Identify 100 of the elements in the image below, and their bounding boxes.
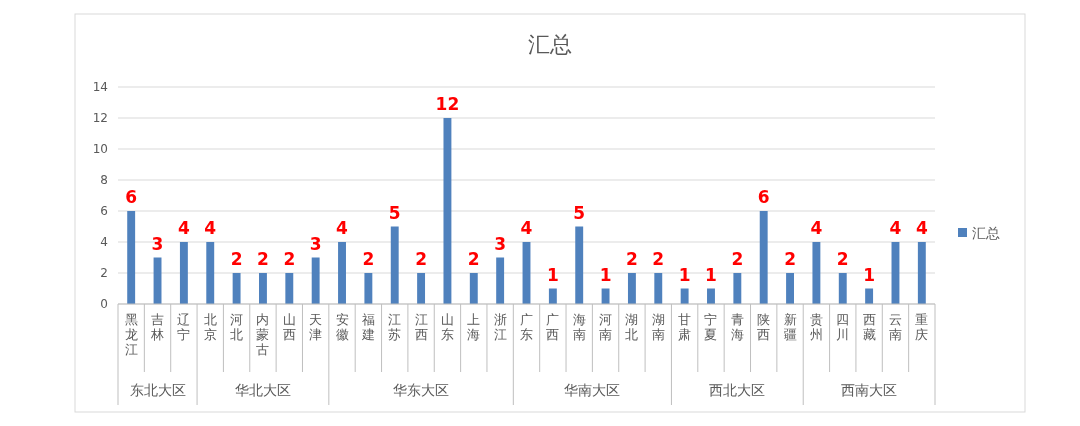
x-tick-label: 新疆	[783, 312, 797, 342]
data-label: 4	[889, 218, 902, 238]
data-label: 2	[731, 249, 744, 269]
data-label: 12	[435, 94, 460, 114]
y-tick-label: 4	[100, 235, 108, 249]
data-label: 2	[362, 249, 375, 269]
data-label: 1	[599, 264, 612, 285]
bar	[469, 273, 478, 304]
y-tick-label: 10	[92, 142, 108, 156]
y-tick-label: 12	[92, 111, 108, 125]
text: 华东大区	[393, 382, 450, 398]
data-label: 4	[520, 218, 533, 238]
x-tick-label: 吉林	[150, 312, 165, 342]
bar	[443, 118, 452, 304]
x-tick-label: 广西	[546, 312, 560, 342]
x-tick-label: 安徽	[335, 312, 349, 342]
x-tick-label: 浙江	[493, 312, 507, 342]
x-tick-label: 贵州	[809, 312, 823, 342]
data-label: 4	[177, 218, 190, 238]
y-tick-label: 6	[100, 204, 108, 218]
x-tick-label: 内蒙古	[256, 312, 270, 357]
x-tick-label: 青海	[730, 312, 744, 342]
x-tick-label: 山西	[282, 312, 296, 342]
bar	[285, 273, 294, 304]
data-label: 6	[757, 187, 770, 207]
bar	[838, 273, 847, 304]
data-label: 4	[204, 218, 217, 238]
bar	[206, 242, 215, 304]
x-tick-label: 江苏	[388, 312, 402, 342]
y-tick-label: 14	[92, 80, 108, 94]
bar	[496, 257, 505, 304]
text: 西北大区	[709, 382, 766, 398]
x-tick-label: 湖北	[625, 312, 639, 342]
x-tick-label: 黑龙江	[124, 312, 138, 357]
data-label: 1	[678, 264, 691, 285]
x-tick-label: 云南	[888, 312, 902, 342]
bar	[364, 273, 373, 304]
data-label: 2	[467, 249, 480, 269]
x-tick-label: 山东	[440, 312, 454, 342]
x-tick-label: 河北	[230, 312, 244, 342]
x-tick-label: 天津	[309, 312, 323, 342]
y-tick-label: 0	[100, 297, 108, 311]
y-tick-label: 2	[100, 266, 108, 280]
bar	[575, 226, 584, 304]
x-tick-label: 湖南	[651, 312, 665, 342]
data-label: 6	[125, 187, 138, 207]
bar	[548, 288, 557, 304]
text: 华北大区	[234, 382, 291, 398]
x-tick-label: 重庆	[915, 312, 929, 342]
bar	[338, 242, 346, 304]
bar	[654, 273, 663, 304]
bar	[680, 288, 689, 304]
data-label: 2	[784, 249, 796, 269]
bar	[759, 211, 768, 304]
bar	[601, 288, 610, 304]
x-tick-label: 海南	[572, 312, 586, 342]
data-label: 2	[836, 249, 849, 269]
data-label: 3	[151, 233, 164, 254]
chart-title: 汇总	[528, 32, 572, 57]
x-tick-label: 甘肃	[678, 312, 692, 342]
bar	[311, 257, 320, 304]
bar	[812, 242, 821, 304]
bar	[232, 273, 241, 304]
bar	[627, 273, 636, 304]
bar	[390, 226, 399, 304]
x-tick-label: 辽宁	[177, 312, 191, 342]
data-label: 1	[546, 264, 559, 285]
bar	[179, 242, 188, 304]
x-tick-label: 陕西	[757, 312, 771, 342]
data-label: 2	[652, 249, 665, 269]
data-label: 2	[230, 249, 243, 269]
data-label: 4	[810, 218, 823, 238]
data-label: 5	[573, 202, 586, 223]
text: 东北大区	[129, 382, 186, 398]
data-label: 3	[494, 233, 507, 254]
x-tick-label: 福建	[360, 312, 375, 342]
data-label: 1	[863, 264, 876, 285]
data-label: 2	[283, 249, 296, 269]
bar	[707, 288, 715, 304]
x-tick-label: 上海	[467, 312, 481, 342]
bar	[786, 273, 794, 304]
x-tick-label: 宁夏	[704, 312, 718, 342]
x-tick-label: 江西	[414, 312, 428, 342]
data-label: 4	[336, 218, 349, 238]
data-label: 3	[309, 233, 322, 254]
data-label: 1	[705, 264, 717, 285]
data-label: 5	[388, 202, 401, 223]
data-label: 2	[415, 249, 427, 269]
x-tick-label: 北京	[203, 312, 217, 342]
x-tick-label: 河南	[599, 312, 613, 342]
bar	[865, 288, 874, 304]
bar	[259, 273, 267, 304]
text: 华南大区	[564, 382, 621, 398]
y-tick-label: 8	[100, 173, 108, 187]
x-tick-label: 西藏	[862, 312, 876, 342]
legend-label: 汇总	[972, 225, 1000, 241]
bar	[127, 211, 136, 304]
bar	[733, 273, 742, 304]
bar	[417, 273, 426, 304]
data-label: 2	[257, 249, 269, 269]
